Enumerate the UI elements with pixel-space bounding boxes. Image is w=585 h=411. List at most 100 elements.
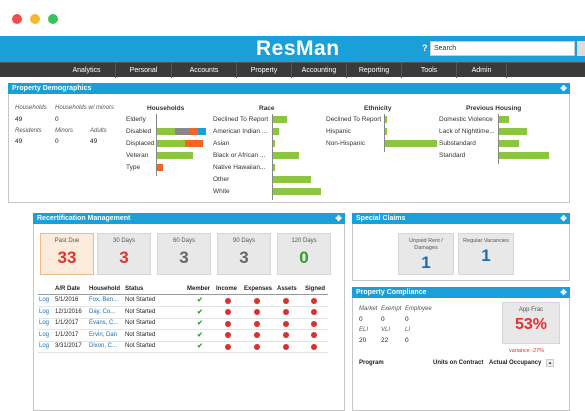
compliance-col-occupancy[interactable]: Actual Occupancy (489, 360, 542, 366)
close-window-icon[interactable] (12, 14, 22, 24)
recert-card[interactable]: 90 Days 3 (217, 233, 271, 275)
claims-card-label: Regular Vacancies (463, 238, 509, 244)
recert-status: Not Started (125, 331, 156, 338)
nav-reporting[interactable]: Reporting (347, 63, 402, 78)
search-input[interactable]: Search (430, 41, 575, 56)
nav-accounting[interactable]: Accounting (292, 63, 347, 78)
sort-icon[interactable]: ▴ (546, 359, 554, 367)
ethnicity-bar (385, 140, 437, 147)
app-header: ResMan ? Search (0, 36, 585, 62)
log-link[interactable]: Log (39, 320, 50, 326)
household-link[interactable]: Ervin, Dan (89, 331, 118, 338)
alert-icon (311, 343, 317, 350)
app-frac-label: App Frac (518, 307, 544, 313)
recert-card-label: 30 Days (112, 238, 135, 244)
claims-header: Special Claims ✥ (352, 213, 570, 224)
household-link[interactable]: Dixon, C... (89, 343, 118, 349)
recert-col-header[interactable]: A/R Date (55, 286, 81, 292)
variance-text: variance -27% (509, 348, 545, 354)
alert-icon (254, 297, 260, 304)
compliance-exempt-label: Exempt (381, 306, 402, 312)
recert-col-header[interactable]: Income (216, 286, 238, 292)
stat-residents-value: 49 (15, 138, 23, 145)
log-link[interactable]: Log (39, 343, 50, 349)
maximize-window-icon[interactable] (48, 14, 58, 24)
households-bar (157, 152, 193, 159)
nav-accounts[interactable]: Accounts (172, 63, 237, 78)
check-icon: ✔ (197, 331, 203, 339)
recert-card-value: 3 (119, 248, 129, 267)
recert-col-header[interactable]: Member (187, 286, 211, 292)
households-axis (156, 114, 157, 176)
stat-households-label: Households (15, 105, 47, 111)
alert-icon (311, 332, 317, 338)
recert-date: 3/31/2017 (55, 343, 82, 349)
stat-adults-value: 49 (90, 138, 98, 145)
minimize-window-icon[interactable] (30, 14, 40, 24)
housing-row-label: Domestic Violence (439, 116, 493, 123)
app-frac-card[interactable]: App Frac 53% (502, 302, 560, 344)
app-logo[interactable]: ResMan (256, 37, 340, 60)
compliance-col-program[interactable]: Program (359, 360, 384, 366)
household-link[interactable]: Fox, Ben... (89, 297, 119, 303)
recert-date: 5/1/2016 (55, 297, 79, 303)
housing-axis (498, 114, 499, 164)
recert-status: Not Started (125, 297, 156, 303)
recert-card-value: 0 (299, 248, 309, 267)
recert-date: 1/1/2017 (55, 331, 79, 338)
move-icon[interactable]: ✥ (560, 288, 567, 297)
ethnicity-row-label: Declined To Report (326, 116, 382, 123)
alert-icon (225, 343, 231, 350)
nav-analytics[interactable]: Analytics (58, 63, 116, 78)
stat-households-value: 49 (15, 116, 23, 123)
nav-tools[interactable]: Tools (402, 63, 457, 78)
compliance-header: Property Compliance ✥ (352, 287, 570, 298)
log-link[interactable]: Log (39, 297, 50, 303)
household-link[interactable]: Evans, C... (89, 320, 119, 326)
claims-card-unpaid[interactable]: Unpaid Rent / Damages 1 (398, 233, 454, 275)
household-link[interactable]: Day, Co... (89, 308, 116, 315)
compliance-eli-value: 20 (359, 337, 367, 344)
claims-card-vacancies[interactable]: Regular Vacancies 1 (458, 233, 514, 275)
check-icon: ✔ (197, 320, 203, 327)
compliance-employee-label: Employee (405, 306, 432, 312)
recert-card[interactable]: Past Due 33 (40, 233, 94, 275)
move-icon[interactable]: ✥ (335, 214, 342, 223)
recert-card[interactable]: 120 Days 0 (277, 233, 331, 275)
recert-col-header[interactable]: Assets (277, 286, 297, 292)
recert-col-header[interactable]: Expenses (244, 286, 273, 292)
move-icon[interactable]: ✥ (560, 214, 567, 223)
stat-households-minors-value: 0 (55, 116, 59, 123)
search-button[interactable] (577, 41, 585, 56)
race-axis (272, 114, 273, 200)
alert-icon (225, 309, 231, 315)
compliance-vli-label: VLI (381, 327, 391, 333)
compliance-market-label: Market (359, 306, 378, 312)
race-bar (273, 140, 275, 147)
compliance-col-units[interactable]: Units on Contract (433, 360, 484, 366)
nav-personal[interactable]: Personal (116, 63, 172, 78)
recert-card[interactable]: 30 Days 3 (97, 233, 151, 275)
recert-col-header[interactable]: Household (89, 286, 120, 292)
nav-property[interactable]: Property (237, 63, 292, 78)
compliance-exempt-value: 0 (381, 316, 385, 323)
log-link[interactable]: Log (39, 331, 50, 338)
table-divider (38, 294, 328, 295)
compliance-market-value: 0 (359, 316, 363, 323)
recert-card[interactable]: 60 Days 3 (157, 233, 211, 275)
help-icon[interactable]: ? (422, 43, 428, 53)
housing-bar (499, 152, 549, 159)
recert-status: Not Started (125, 308, 156, 315)
race-bar (273, 116, 287, 123)
log-link[interactable]: Log (39, 308, 50, 315)
stat-residents-label: Residents (15, 128, 42, 134)
alert-icon (283, 343, 289, 350)
alert-icon (283, 309, 289, 315)
recert-col-header[interactable]: Status (125, 286, 144, 292)
alert-icon (283, 320, 289, 327)
recert-col-header[interactable]: Signed (305, 286, 326, 292)
nav-admin[interactable]: Admin (457, 63, 507, 78)
move-icon[interactable]: ✥ (560, 84, 567, 93)
race-row-label: Declined To Report (213, 116, 269, 123)
table-divider (38, 329, 328, 330)
